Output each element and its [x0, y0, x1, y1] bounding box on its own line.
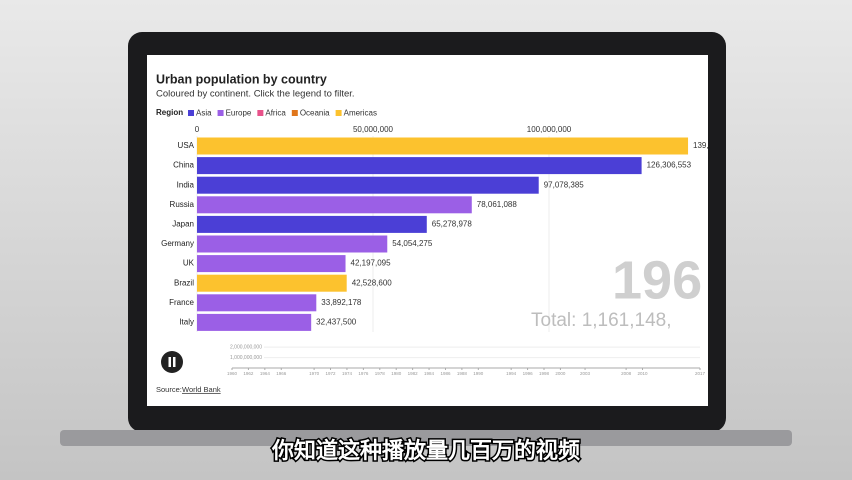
legend-item[interactable]: Africa	[265, 109, 286, 118]
timeline-x-label: 2017	[695, 371, 706, 376]
timeline-x-label: 2010	[638, 371, 649, 376]
timeline-x-label: 2003	[580, 371, 591, 376]
legend-item[interactable]: Asia	[196, 109, 212, 118]
timeline-x-label: 1980	[391, 371, 402, 376]
category-label: USA	[178, 141, 195, 150]
bar	[197, 294, 317, 312]
bar	[197, 255, 346, 273]
bar	[197, 196, 472, 214]
legend-swatch	[291, 110, 298, 116]
pause-icon	[173, 357, 176, 367]
x-tick-label: 50,000,000	[353, 125, 394, 134]
timeline-y-label: 1,000,000,000	[230, 355, 262, 361]
value-label: 97,078,385	[544, 180, 585, 189]
timeline-x-label: 1966	[276, 371, 287, 376]
bar	[197, 176, 539, 194]
category-label: UK	[183, 259, 195, 268]
timeline-x-label: 1998	[539, 371, 550, 376]
laptop-base	[60, 430, 792, 446]
bar	[197, 313, 312, 331]
legend-item[interactable]: Americas	[344, 109, 377, 118]
value-label: 32,437,500	[316, 318, 357, 327]
category-label: Italy	[179, 318, 194, 327]
legend-swatch	[257, 110, 264, 116]
bar	[197, 274, 347, 292]
timeline-x-label: 1982	[408, 371, 419, 376]
chart-title: Urban population by country	[156, 72, 327, 86]
timeline-x-label: 1964	[260, 371, 271, 376]
timeline-x-label: 1986	[440, 371, 451, 376]
timeline-x-label: 1978	[375, 371, 386, 376]
x-tick-label: 0	[195, 125, 200, 134]
timeline-x-label: 1960	[227, 371, 238, 376]
pause-icon	[168, 357, 171, 367]
x-tick-label: 100,000,000	[527, 125, 572, 134]
bar	[197, 137, 689, 155]
legend-title: Region	[156, 108, 183, 117]
bar	[197, 215, 427, 233]
value-label: 42,197,095	[351, 259, 392, 268]
legend-swatch	[188, 110, 194, 116]
bar	[197, 157, 642, 175]
category-label: India	[177, 180, 195, 189]
timeline-x-label: 1962	[243, 371, 254, 376]
timeline-x-label: 1990	[473, 371, 484, 376]
source-link[interactable]: World Bank	[182, 385, 221, 394]
year-label: 196	[612, 250, 702, 310]
timeline-y-label: 2,000,000,000	[230, 344, 262, 350]
value-label: 139,500,000	[693, 141, 738, 150]
chart-subtitle: Coloured by continent. Click the legend …	[156, 89, 355, 100]
value-label: 78,061,088	[477, 200, 518, 209]
legend-swatch	[335, 110, 342, 116]
category-label: Germany	[161, 239, 194, 248]
total-label: Total: 1,161,148,	[531, 310, 672, 331]
chart: Urban population by country Coloured by …	[156, 72, 738, 394]
timeline-x-label: 1970	[309, 371, 320, 376]
timeline-x-label: 1994	[506, 371, 517, 376]
legend-item[interactable]: Europe	[226, 109, 252, 118]
category-label: China	[173, 161, 194, 170]
value-label: 33,892,178	[321, 298, 362, 307]
timeline-x-label: 1988	[457, 371, 468, 376]
timeline-x-label: 2008	[621, 371, 632, 376]
timeline-x-label: 2000	[555, 371, 566, 376]
category-label: Brazil	[174, 278, 194, 287]
bar	[197, 235, 388, 253]
timeline-x-label: 1976	[358, 371, 369, 376]
category-label: Japan	[172, 220, 194, 229]
legend-item[interactable]: Oceania	[300, 109, 330, 118]
category-label: France	[169, 298, 194, 307]
timeline-x-label: 1972	[326, 371, 337, 376]
timeline-x-label: 1974	[342, 371, 353, 376]
category-label: Russia	[170, 200, 195, 209]
timeline-x-label: 1984	[424, 371, 435, 376]
legend-swatch	[217, 110, 224, 116]
value-label: 42,528,600	[352, 278, 393, 287]
value-label: 54,054,275	[392, 239, 433, 248]
timeline-x-label: 1996	[523, 371, 534, 376]
video-caption: 你知道这种播放量几百万的视频	[271, 438, 580, 464]
pause-button[interactable]	[161, 351, 183, 373]
source-label: Source:	[156, 385, 182, 394]
value-label: 126,306,553	[647, 161, 692, 170]
value-label: 65,278,978	[432, 220, 473, 229]
